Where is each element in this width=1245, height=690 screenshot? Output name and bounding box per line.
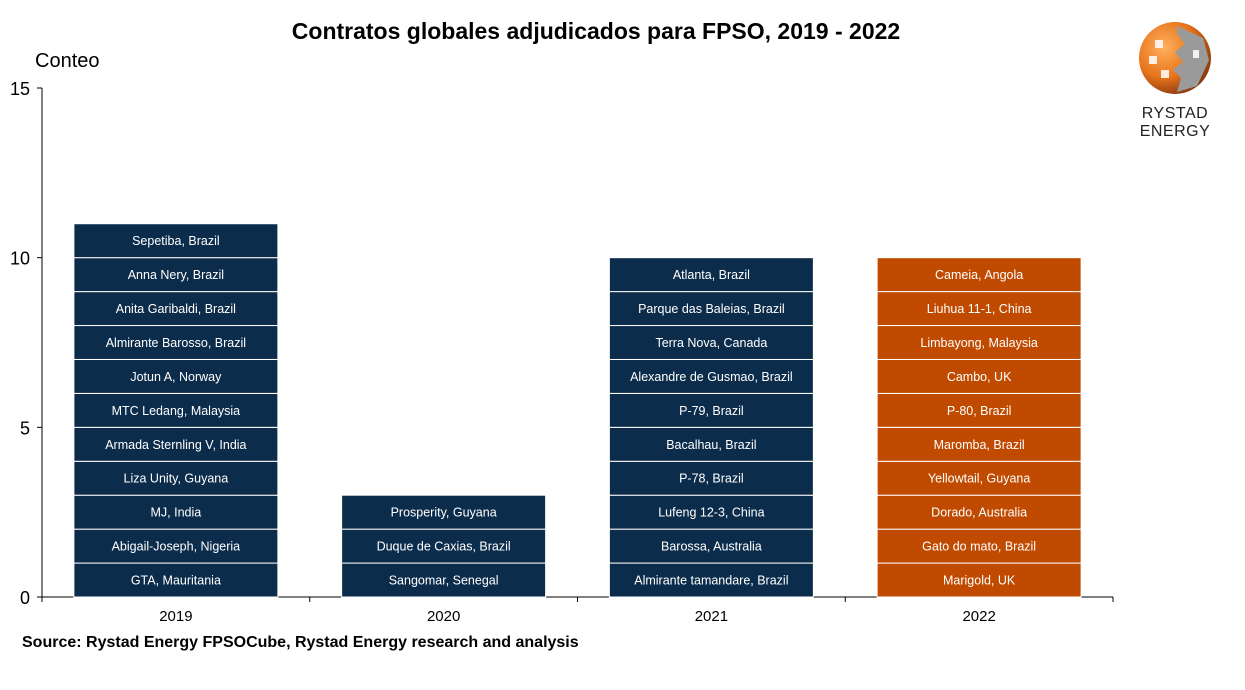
bar-segment <box>876 257 1082 293</box>
bar-segment <box>608 358 814 394</box>
segment-label: Maromba, Brazil <box>934 438 1025 452</box>
y-tick-label: 0 <box>20 588 30 608</box>
y-tick-label: 5 <box>20 418 30 438</box>
bar-segment <box>608 528 814 564</box>
chart-title: Contratos globales adjudicados para FPSO… <box>291 18 901 44</box>
bar-segment <box>73 528 279 564</box>
y-tick-label: 15 <box>10 79 30 99</box>
segment-label: Anita Garibaldi, Brazil <box>116 302 236 316</box>
x-tick-label: 2020 <box>427 608 460 625</box>
bar-segment <box>876 325 1082 360</box>
bar-segment <box>73 358 279 394</box>
bar-segment <box>608 325 814 360</box>
segment-label: Dorado, Australia <box>931 506 1027 520</box>
segment-label: Sepetiba, Brazil <box>132 234 220 248</box>
segment-label: Cambo, UK <box>947 370 1012 384</box>
segment-label: Alexandre de Gusmao, Brazil <box>630 370 793 384</box>
segment-label: Barossa, Australia <box>661 540 762 554</box>
bar-segment <box>341 528 547 564</box>
segment-label: Gato do mato, Brazil <box>922 540 1036 554</box>
rystad-logo: RYSTAD ENERGY <box>1105 20 1245 141</box>
bar-segment <box>73 494 279 530</box>
segment-label: P-80, Brazil <box>947 404 1012 418</box>
bar-segment <box>73 426 279 462</box>
segment-label: Almirante tamandare, Brazil <box>634 574 788 588</box>
segment-label: Bacalhau, Brazil <box>666 438 756 452</box>
x-tick-label: 2019 <box>159 608 192 625</box>
segment-label: Atlanta, Brazil <box>673 268 750 282</box>
bar-segment <box>876 528 1082 564</box>
bar-segment <box>341 494 547 530</box>
bar-segment <box>608 392 814 428</box>
segment-label: P-79, Brazil <box>679 404 744 418</box>
bar-segment <box>608 562 814 598</box>
segment-label: GTA, Mauritania <box>131 574 221 588</box>
segment-label: MJ, India <box>151 506 202 520</box>
segment-label: Jotun A, Norway <box>130 370 222 384</box>
segment-label: Limbayong, Malaysia <box>920 336 1037 350</box>
bar-segment <box>73 460 279 496</box>
segment-label: Cameia, Angola <box>935 268 1023 282</box>
segment-label: MTC Ledang, Malaysia <box>112 404 241 418</box>
segment-label: Marigold, UK <box>943 574 1016 588</box>
segment-label: Sangomar, Senegal <box>389 574 499 588</box>
bar-segment <box>608 291 814 327</box>
segment-label: P-78, Brazil <box>679 472 744 486</box>
bar-segment <box>73 392 279 428</box>
logo-text: RYSTAD ENERGY <box>1139 105 1211 140</box>
globe-logo-icon <box>1139 22 1211 94</box>
bar-segment <box>73 562 279 598</box>
x-tick-label: 2021 <box>695 608 728 625</box>
bar-segment <box>876 460 1082 496</box>
bar-segment <box>73 223 279 259</box>
bar-segment <box>73 257 279 293</box>
segment-label: Armada Sternling V, India <box>105 438 246 452</box>
y-tick-label: 10 <box>10 249 30 269</box>
segment-label: Anna Nery, Brazil <box>128 268 224 282</box>
bar-segment <box>608 460 814 496</box>
segment-label: Yellowtail, Guyana <box>928 472 1030 486</box>
segment-label: Liza Unity, Guyana <box>124 472 229 486</box>
segment-label: Lufeng 12-3, China <box>658 506 764 520</box>
segment-label: Almirante Barosso, Brazil <box>106 336 246 350</box>
bar-segment <box>608 494 814 530</box>
x-tick-label: 2022 <box>962 608 995 625</box>
segment-label: Abigail-Joseph, Nigeria <box>112 540 241 554</box>
bar-segment <box>73 325 279 360</box>
source-note: Source: Rystad Energy FPSOCube, Rystad E… <box>22 634 579 651</box>
segment-label: Prosperity, Guyana <box>391 506 497 520</box>
segment-label: Liuhua 11-1, China <box>927 302 1032 316</box>
segment-label: Terra Nova, Canada <box>655 336 767 350</box>
bar-segment <box>73 291 279 327</box>
y-axis-label: Conteo <box>35 50 100 72</box>
segment-label: Duque de Caxias, Brazil <box>377 540 511 554</box>
bar-segment <box>341 562 547 598</box>
bar-segment <box>608 257 814 293</box>
bar-segment <box>608 426 814 462</box>
segment-label: Parque das Baleias, Brazil <box>638 302 785 316</box>
bar-segment <box>876 494 1082 530</box>
